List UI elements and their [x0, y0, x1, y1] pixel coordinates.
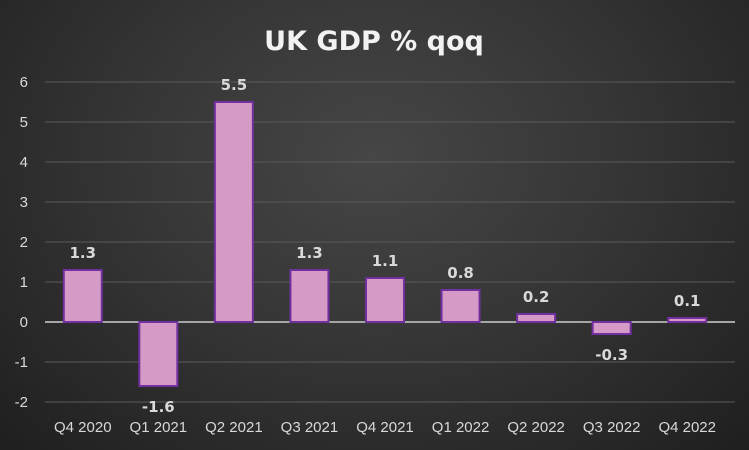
data-label: 1.1	[372, 252, 399, 270]
y-tick-label: 0	[20, 314, 28, 331]
y-tick-label: 4	[20, 154, 28, 171]
x-tick-label: Q1 2021	[130, 419, 188, 436]
data-label: 0.8	[447, 264, 474, 282]
bar	[440, 289, 481, 323]
x-tick-label: Q4 2021	[356, 419, 414, 436]
y-tick-label: 2	[20, 234, 28, 251]
data-label: -1.6	[142, 398, 175, 416]
data-label: 0.1	[674, 292, 701, 310]
data-label: -0.3	[595, 346, 628, 364]
data-label: 5.5	[221, 76, 248, 94]
y-tick-label: 1	[20, 274, 28, 291]
y-tick-label: 3	[20, 194, 28, 211]
y-tick-label: 6	[20, 74, 28, 91]
bar	[591, 321, 632, 335]
data-label: 0.2	[523, 288, 550, 306]
x-tick-label: Q3 2021	[281, 419, 339, 436]
x-tick-label: Q2 2021	[205, 419, 263, 436]
x-tick-label: Q4 2022	[658, 419, 716, 436]
y-tick-label: -1	[15, 354, 28, 371]
bar	[365, 277, 405, 323]
data-label: 1.3	[296, 244, 323, 262]
bar	[213, 101, 254, 323]
bar	[667, 317, 708, 323]
x-tick-label: Q1 2022	[432, 419, 490, 436]
bar	[62, 269, 103, 323]
bar	[289, 269, 330, 323]
bar	[138, 321, 179, 387]
bar	[516, 313, 557, 323]
y-tick-label: -2	[15, 394, 28, 411]
chart-title: UK GDP % qoq	[264, 26, 484, 57]
y-tick-label: 5	[20, 114, 28, 131]
x-tick-label: Q3 2022	[583, 419, 641, 436]
x-tick-label: Q4 2020	[54, 419, 112, 436]
x-tick-label: Q2 2022	[507, 419, 565, 436]
data-label: 1.3	[69, 244, 96, 262]
